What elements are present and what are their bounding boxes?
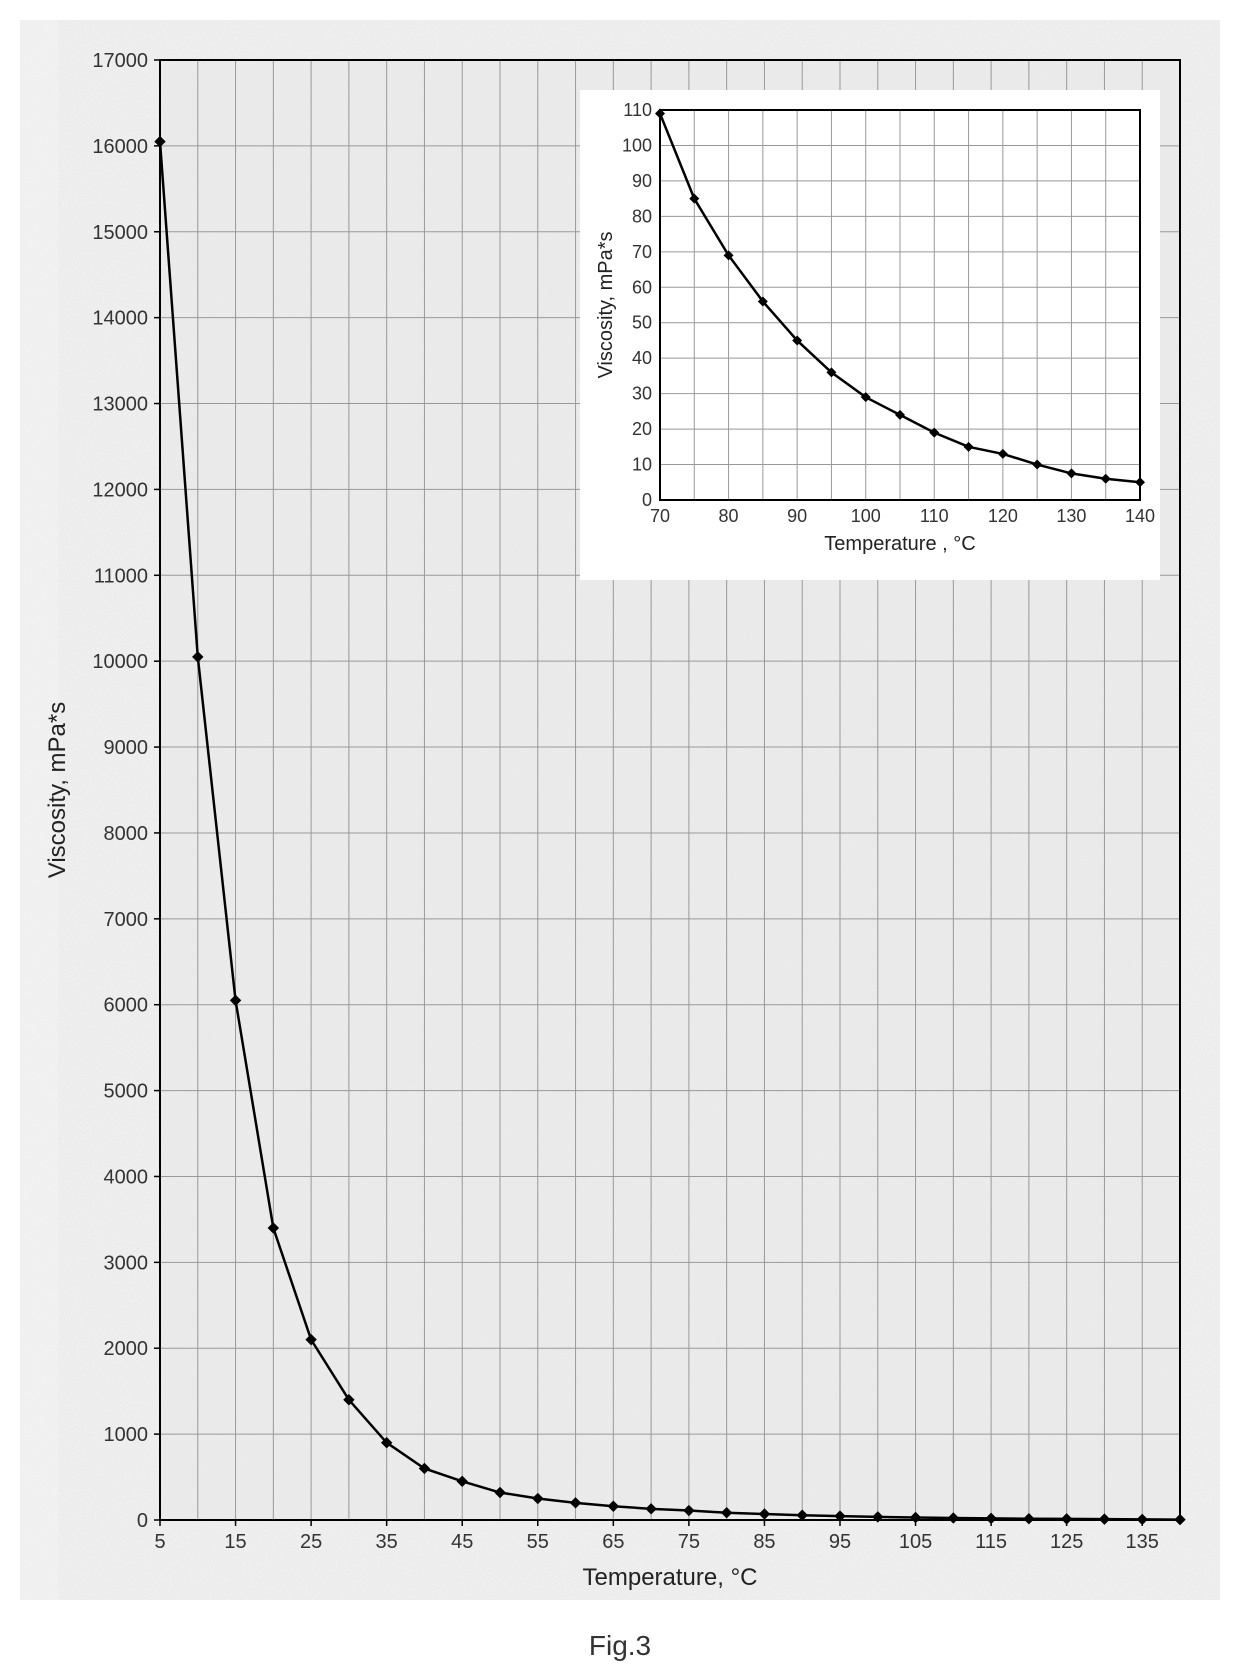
svg-text:130: 130 bbox=[1056, 506, 1086, 526]
svg-text:60: 60 bbox=[632, 277, 652, 297]
svg-text:17000: 17000 bbox=[92, 50, 148, 72]
svg-text:95: 95 bbox=[829, 1531, 851, 1553]
svg-text:8000: 8000 bbox=[104, 823, 149, 845]
svg-text:0: 0 bbox=[137, 1510, 148, 1532]
svg-text:55: 55 bbox=[527, 1531, 549, 1553]
svg-text:110: 110 bbox=[623, 100, 652, 120]
svg-text:125: 125 bbox=[1050, 1531, 1083, 1553]
svg-text:Viscosity, mPa*s: Viscosity, mPa*s bbox=[595, 231, 617, 378]
svg-text:115: 115 bbox=[975, 1531, 1007, 1553]
svg-text:12000: 12000 bbox=[92, 479, 148, 501]
svg-text:11000: 11000 bbox=[94, 565, 148, 587]
svg-text:90: 90 bbox=[632, 171, 652, 191]
svg-text:14000: 14000 bbox=[92, 308, 148, 330]
svg-text:35: 35 bbox=[376, 1531, 398, 1553]
figure-container: 5152535455565758595105115125135010002000… bbox=[20, 20, 1220, 1640]
svg-text:10000: 10000 bbox=[92, 651, 148, 673]
svg-text:110: 110 bbox=[920, 506, 949, 526]
svg-text:9000: 9000 bbox=[104, 737, 149, 759]
svg-text:80: 80 bbox=[719, 506, 739, 526]
svg-text:25: 25 bbox=[300, 1531, 322, 1553]
svg-text:135: 135 bbox=[1126, 1531, 1159, 1553]
svg-text:6000: 6000 bbox=[104, 995, 149, 1017]
svg-text:7000: 7000 bbox=[104, 909, 149, 931]
chart-svg: 5152535455565758595105115125135010002000… bbox=[20, 20, 1220, 1600]
svg-text:80: 80 bbox=[632, 206, 652, 226]
svg-text:2000: 2000 bbox=[104, 1338, 149, 1360]
svg-text:15000: 15000 bbox=[92, 222, 148, 244]
svg-text:13000: 13000 bbox=[92, 394, 148, 416]
svg-text:16000: 16000 bbox=[92, 136, 148, 158]
svg-text:20: 20 bbox=[632, 419, 652, 439]
svg-text:65: 65 bbox=[602, 1531, 624, 1553]
svg-text:45: 45 bbox=[451, 1531, 473, 1553]
figure-caption: Fig.3 bbox=[20, 1630, 1220, 1662]
svg-text:90: 90 bbox=[787, 506, 807, 526]
svg-text:0: 0 bbox=[642, 490, 652, 510]
svg-text:15: 15 bbox=[224, 1531, 246, 1553]
svg-text:40: 40 bbox=[632, 348, 652, 368]
svg-text:70: 70 bbox=[632, 242, 652, 262]
svg-text:105: 105 bbox=[899, 1531, 932, 1553]
svg-text:5000: 5000 bbox=[104, 1081, 149, 1103]
svg-text:Viscosity, mPa*s: Viscosity, mPa*s bbox=[44, 702, 71, 879]
svg-text:100: 100 bbox=[851, 506, 881, 526]
svg-text:1000: 1000 bbox=[104, 1424, 149, 1446]
svg-text:3000: 3000 bbox=[104, 1252, 149, 1274]
svg-text:85: 85 bbox=[753, 1531, 775, 1553]
svg-text:10: 10 bbox=[632, 455, 652, 475]
svg-text:50: 50 bbox=[632, 313, 652, 333]
svg-text:70: 70 bbox=[650, 506, 670, 526]
svg-text:Temperature, °C: Temperature, °C bbox=[583, 1564, 758, 1591]
svg-text:140: 140 bbox=[1125, 506, 1155, 526]
svg-text:75: 75 bbox=[678, 1531, 700, 1553]
svg-text:30: 30 bbox=[632, 384, 652, 404]
svg-text:Temperature , °C: Temperature , °C bbox=[824, 533, 975, 555]
svg-text:4000: 4000 bbox=[104, 1166, 149, 1188]
svg-text:5: 5 bbox=[154, 1531, 165, 1553]
svg-text:100: 100 bbox=[622, 135, 652, 155]
svg-text:120: 120 bbox=[988, 506, 1018, 526]
